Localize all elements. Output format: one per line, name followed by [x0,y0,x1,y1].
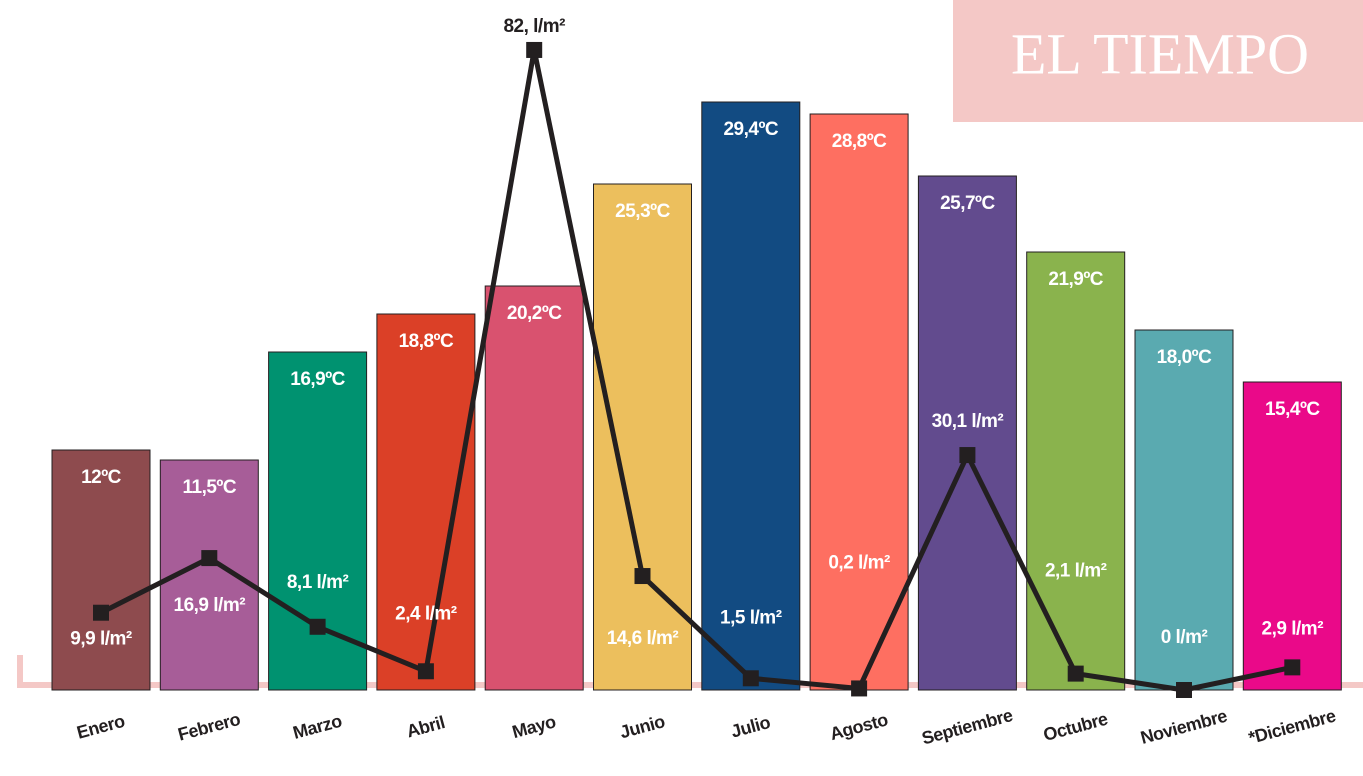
bar-label: 18,8ºC [399,331,454,352]
logo: EL TIEMPO [1011,21,1309,86]
line-label: 0 l/m² [1161,627,1208,648]
bar [917,175,1017,691]
x-tick-label: Julio [729,712,773,742]
bar [484,285,584,691]
line-marker [742,670,759,687]
x-tick-label: Abril [404,712,446,741]
line-marker [959,447,976,464]
line-label: 9,9 l/m² [70,629,132,650]
bar [593,183,692,691]
bar-label: 18,0ºC [1157,347,1212,368]
x-tick-label: Octubre [1041,709,1110,745]
x-tick-label: Agosto [828,709,891,744]
bar [51,449,151,691]
line [99,47,1293,693]
logo-box [953,0,1363,122]
line-label: 1,5 l/m² [720,607,782,628]
line-marker [634,568,651,585]
bar-label: 20,2ºC [507,303,562,324]
bar-label: 25,7ºC [940,193,995,214]
bar-label: 16,9ºC [290,369,345,390]
line-marker [1284,659,1301,676]
x-tick-label: Septiembre [920,705,1016,749]
line-marker [201,550,218,567]
x-tick-label: Junio [618,711,668,742]
line-marker [526,41,543,58]
line-marker [93,604,109,621]
line-label: 16,9 l/m² [174,595,246,616]
line-marker [309,618,326,635]
bar [1026,251,1126,691]
x-tick-label: *Diciembre [1246,705,1338,747]
line-label: 30,1 l/m² [932,411,1004,432]
line-label: 82, l/m² [503,16,565,37]
x-tick-label: Febrero [176,709,243,745]
bar [701,101,801,691]
bar [1134,329,1234,691]
line-marker [1067,665,1084,682]
bar-label: 21,9ºC [1048,269,1103,290]
bar [376,313,476,691]
baseline [17,655,1363,688]
line-marker [417,663,434,680]
bar-label: 12ºC [81,467,122,488]
x-tick-label: Mayo [510,711,558,742]
line-marker [851,680,868,697]
line-marker [1176,682,1192,698]
bar [809,113,909,691]
line-label: 14,6 l/m² [607,628,679,649]
line-label: 0,2 l/m² [828,552,890,573]
x-tick-label: Noviembre [1138,706,1229,748]
bar-label: 11,5ºC [183,477,237,498]
line-label: 8,1 l/m² [287,572,349,593]
line-label: 2,9 l/m² [1262,618,1324,639]
x-tick-label: Enero [75,711,128,743]
bar-label: 25,3ºC [615,201,670,222]
line-label: 2,1 l/m² [1045,561,1107,582]
line-label: 2,4 l/m² [395,603,457,624]
bar-label: 29,4ºC [723,119,778,140]
bar-label: 28,8ºC [832,131,887,152]
x-tick-label: Marzo [291,711,344,743]
bar-label: 15,4ºC [1265,399,1320,420]
bar [1242,381,1342,691]
